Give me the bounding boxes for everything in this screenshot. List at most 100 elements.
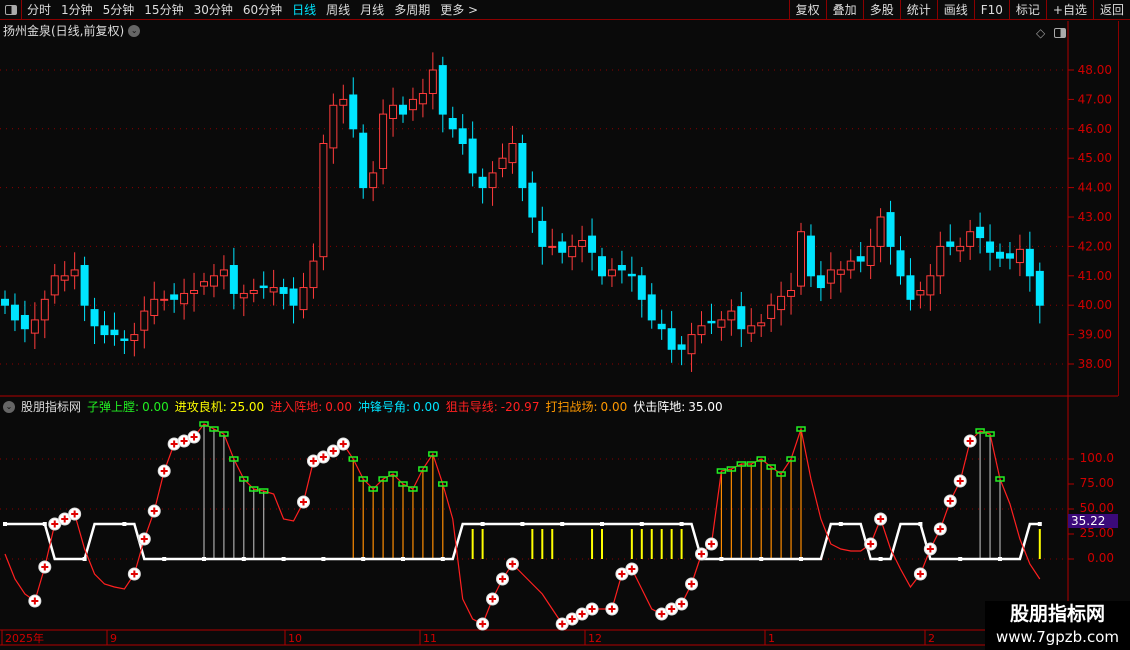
action-button[interactable]: 标记 bbox=[1008, 0, 1046, 19]
candle bbox=[717, 311, 726, 341]
candle-body bbox=[508, 143, 517, 164]
candle-body bbox=[916, 290, 925, 296]
candle bbox=[727, 299, 736, 336]
buy-signal-icon bbox=[297, 495, 310, 509]
candle-body bbox=[667, 328, 676, 350]
diamond-icon[interactable]: ◇ bbox=[1036, 26, 1046, 40]
candle-body bbox=[1, 298, 9, 306]
side-panel[interactable] bbox=[1118, 21, 1130, 396]
buy-signal-icon bbox=[147, 504, 161, 518]
ambush-marker bbox=[679, 522, 684, 526]
candle bbox=[488, 161, 497, 206]
candle-body bbox=[906, 275, 915, 300]
peak-marker bbox=[258, 488, 269, 494]
candle bbox=[508, 125, 517, 174]
candle-body bbox=[617, 265, 626, 271]
candle-body bbox=[976, 226, 985, 239]
candle-body bbox=[130, 334, 139, 341]
peak-marker bbox=[428, 451, 438, 457]
indicator-label: 狙击导线: bbox=[445, 400, 498, 414]
candle bbox=[737, 291, 746, 347]
peak-marker bbox=[746, 461, 756, 467]
candle bbox=[349, 77, 358, 138]
period-tab[interactable]: 1分钟 bbox=[61, 2, 93, 17]
candle bbox=[1, 290, 9, 315]
candle-body bbox=[428, 69, 437, 95]
candle bbox=[339, 84, 348, 124]
panel-toggle-icon[interactable] bbox=[1053, 23, 1067, 43]
period-tab[interactable]: 日线 bbox=[292, 2, 317, 17]
date-label: 12 bbox=[588, 632, 602, 645]
action-button[interactable]: 多股 bbox=[862, 0, 900, 19]
period-tab[interactable]: 15分钟 bbox=[144, 2, 184, 17]
chevron-down-icon[interactable]: ⌄ bbox=[3, 400, 15, 413]
candle-body bbox=[538, 220, 547, 247]
action-button[interactable]: 叠加 bbox=[825, 0, 863, 19]
period-tab[interactable]: 多周期 bbox=[394, 2, 431, 17]
candle bbox=[767, 293, 776, 332]
candle bbox=[956, 237, 965, 262]
candle bbox=[986, 224, 995, 271]
candle-body bbox=[209, 275, 218, 287]
candle bbox=[50, 264, 59, 304]
peak-marker bbox=[995, 476, 1005, 482]
candle-body bbox=[219, 269, 228, 277]
candle bbox=[110, 312, 119, 346]
candle bbox=[667, 311, 676, 363]
candle bbox=[1005, 241, 1014, 270]
ambush-marker bbox=[639, 522, 644, 526]
layout-toggle-icon[interactable] bbox=[0, 0, 22, 20]
period-tab[interactable]: 周线 bbox=[326, 2, 351, 17]
candle-body bbox=[1035, 270, 1044, 306]
candle bbox=[1015, 234, 1024, 277]
action-button[interactable]: 复权 bbox=[788, 0, 826, 19]
period-tab[interactable]: 月线 bbox=[360, 2, 385, 17]
action-button[interactable]: 返回 bbox=[1092, 0, 1130, 19]
indicator-tick-label: 75.00 bbox=[1080, 476, 1114, 490]
period-tab[interactable]: 更多 > bbox=[440, 2, 479, 17]
candle bbox=[120, 330, 129, 355]
period-tab[interactable]: 5分钟 bbox=[102, 2, 135, 17]
candle-body bbox=[518, 143, 527, 189]
action-button[interactable]: 画线 bbox=[936, 0, 974, 19]
chevron-down-icon[interactable]: ⌄ bbox=[128, 24, 141, 37]
candle bbox=[707, 303, 716, 335]
action-button[interactable]: 统计 bbox=[899, 0, 937, 19]
candle bbox=[687, 322, 696, 372]
candle-body bbox=[40, 298, 49, 321]
peak-marker bbox=[398, 481, 408, 487]
candle-body bbox=[946, 241, 955, 247]
candle-body bbox=[777, 295, 786, 311]
peak-marker bbox=[716, 468, 727, 474]
action-button[interactable]: F10 bbox=[973, 0, 1009, 19]
candle-body bbox=[836, 269, 845, 275]
candle bbox=[677, 336, 686, 366]
candle-body bbox=[279, 287, 288, 294]
indicator-tick-label: 25.00 bbox=[1080, 526, 1114, 540]
candle bbox=[100, 311, 109, 344]
candle-body bbox=[876, 216, 885, 247]
buy-signal-icon bbox=[913, 567, 927, 581]
indicator-tick-label: 100.0 bbox=[1080, 451, 1114, 465]
candle bbox=[359, 124, 368, 199]
buy-signal-icon bbox=[655, 607, 669, 621]
candle bbox=[846, 249, 855, 279]
price-tick-label: 48.00 bbox=[1078, 63, 1112, 77]
candle-body bbox=[717, 319, 726, 328]
candle-body bbox=[160, 298, 169, 301]
period-tab[interactable]: 30分钟 bbox=[193, 2, 233, 17]
period-tab[interactable]: 60分钟 bbox=[242, 2, 283, 17]
candle bbox=[180, 278, 189, 320]
candle bbox=[289, 277, 298, 324]
candle-body bbox=[70, 269, 79, 277]
candle bbox=[757, 314, 766, 337]
period-tab[interactable]: 分时 bbox=[27, 2, 52, 17]
buy-signal-icon bbox=[68, 507, 82, 521]
buy-signal-icon bbox=[505, 557, 519, 571]
buy-signal-icon bbox=[127, 567, 141, 581]
candle bbox=[10, 293, 19, 332]
candle-body bbox=[30, 319, 39, 334]
buy-signal-icon bbox=[306, 454, 320, 468]
action-button[interactable]: +自选 bbox=[1045, 0, 1093, 19]
